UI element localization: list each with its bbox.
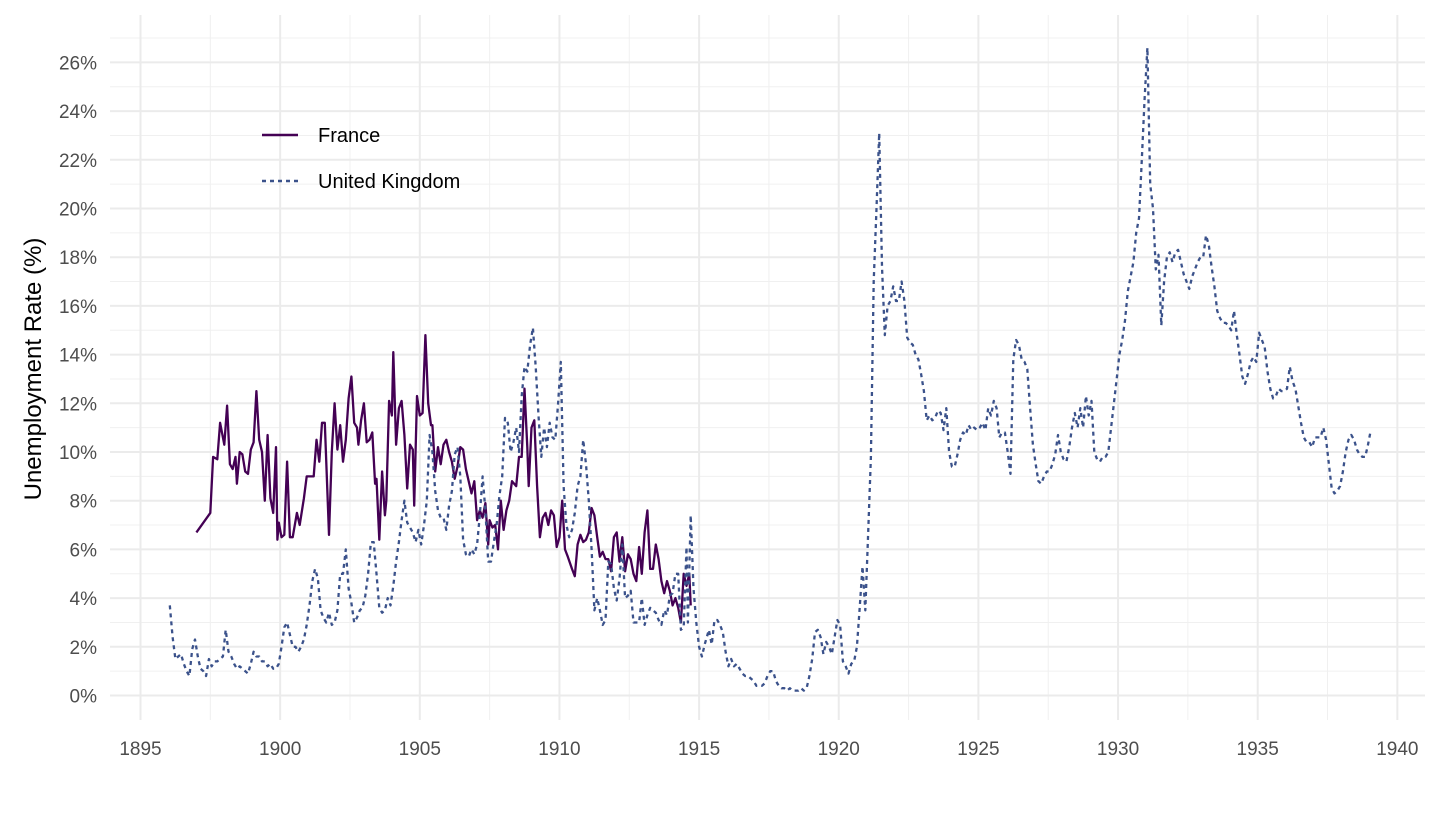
legend-label-france: France (318, 125, 380, 147)
x-tick-label: 1900 (259, 739, 301, 760)
y-tick-label: 4% (70, 589, 98, 610)
x-tick-label: 1905 (399, 739, 441, 760)
x-tick-label: 1940 (1376, 739, 1418, 760)
series-line-united-kingdom (168, 46, 1372, 692)
y-tick-label: 0% (70, 687, 98, 708)
series-lines (168, 46, 1372, 692)
minor-gridlines (110, 15, 1425, 720)
y-tick-label: 14% (59, 346, 97, 367)
y-tick-label: 26% (59, 53, 97, 74)
y-tick-label: 8% (70, 492, 98, 513)
x-axis-tick-labels: 1895 1900 1905 1910 1915 1920 1925 1930 1935 1940 (119, 739, 1418, 760)
series-line-france (195, 333, 692, 624)
x-tick-label: 1925 (957, 739, 999, 760)
major-gridlines (110, 15, 1425, 720)
y-tick-label: 10% (59, 443, 97, 464)
x-tick-label: 1915 (678, 739, 720, 760)
y-tick-label: 2% (70, 638, 98, 659)
legend: France United Kingdom (262, 125, 460, 193)
x-tick-label: 1895 (119, 739, 161, 760)
x-tick-label: 1920 (818, 739, 860, 760)
y-axis-tick-labels: 0% 2% 4% 6% 8% 10% 12% 14% 16% 18% 20% 22% 24% 26% (59, 53, 97, 707)
y-axis-title: Unemployment Rate (%) (20, 238, 47, 501)
y-tick-label: 12% (59, 394, 97, 415)
y-tick-label: 20% (59, 200, 97, 221)
x-tick-label: 1910 (538, 739, 580, 760)
y-tick-label: 6% (70, 540, 98, 561)
legend-label-united-kingdom: United Kingdom (318, 171, 460, 193)
y-tick-label: 24% (59, 102, 97, 123)
x-tick-label: 1935 (1237, 739, 1279, 760)
y-tick-label: 22% (59, 151, 97, 172)
y-tick-label: 16% (59, 297, 97, 318)
y-tick-label: 18% (59, 248, 97, 269)
x-tick-label: 1930 (1097, 739, 1139, 760)
